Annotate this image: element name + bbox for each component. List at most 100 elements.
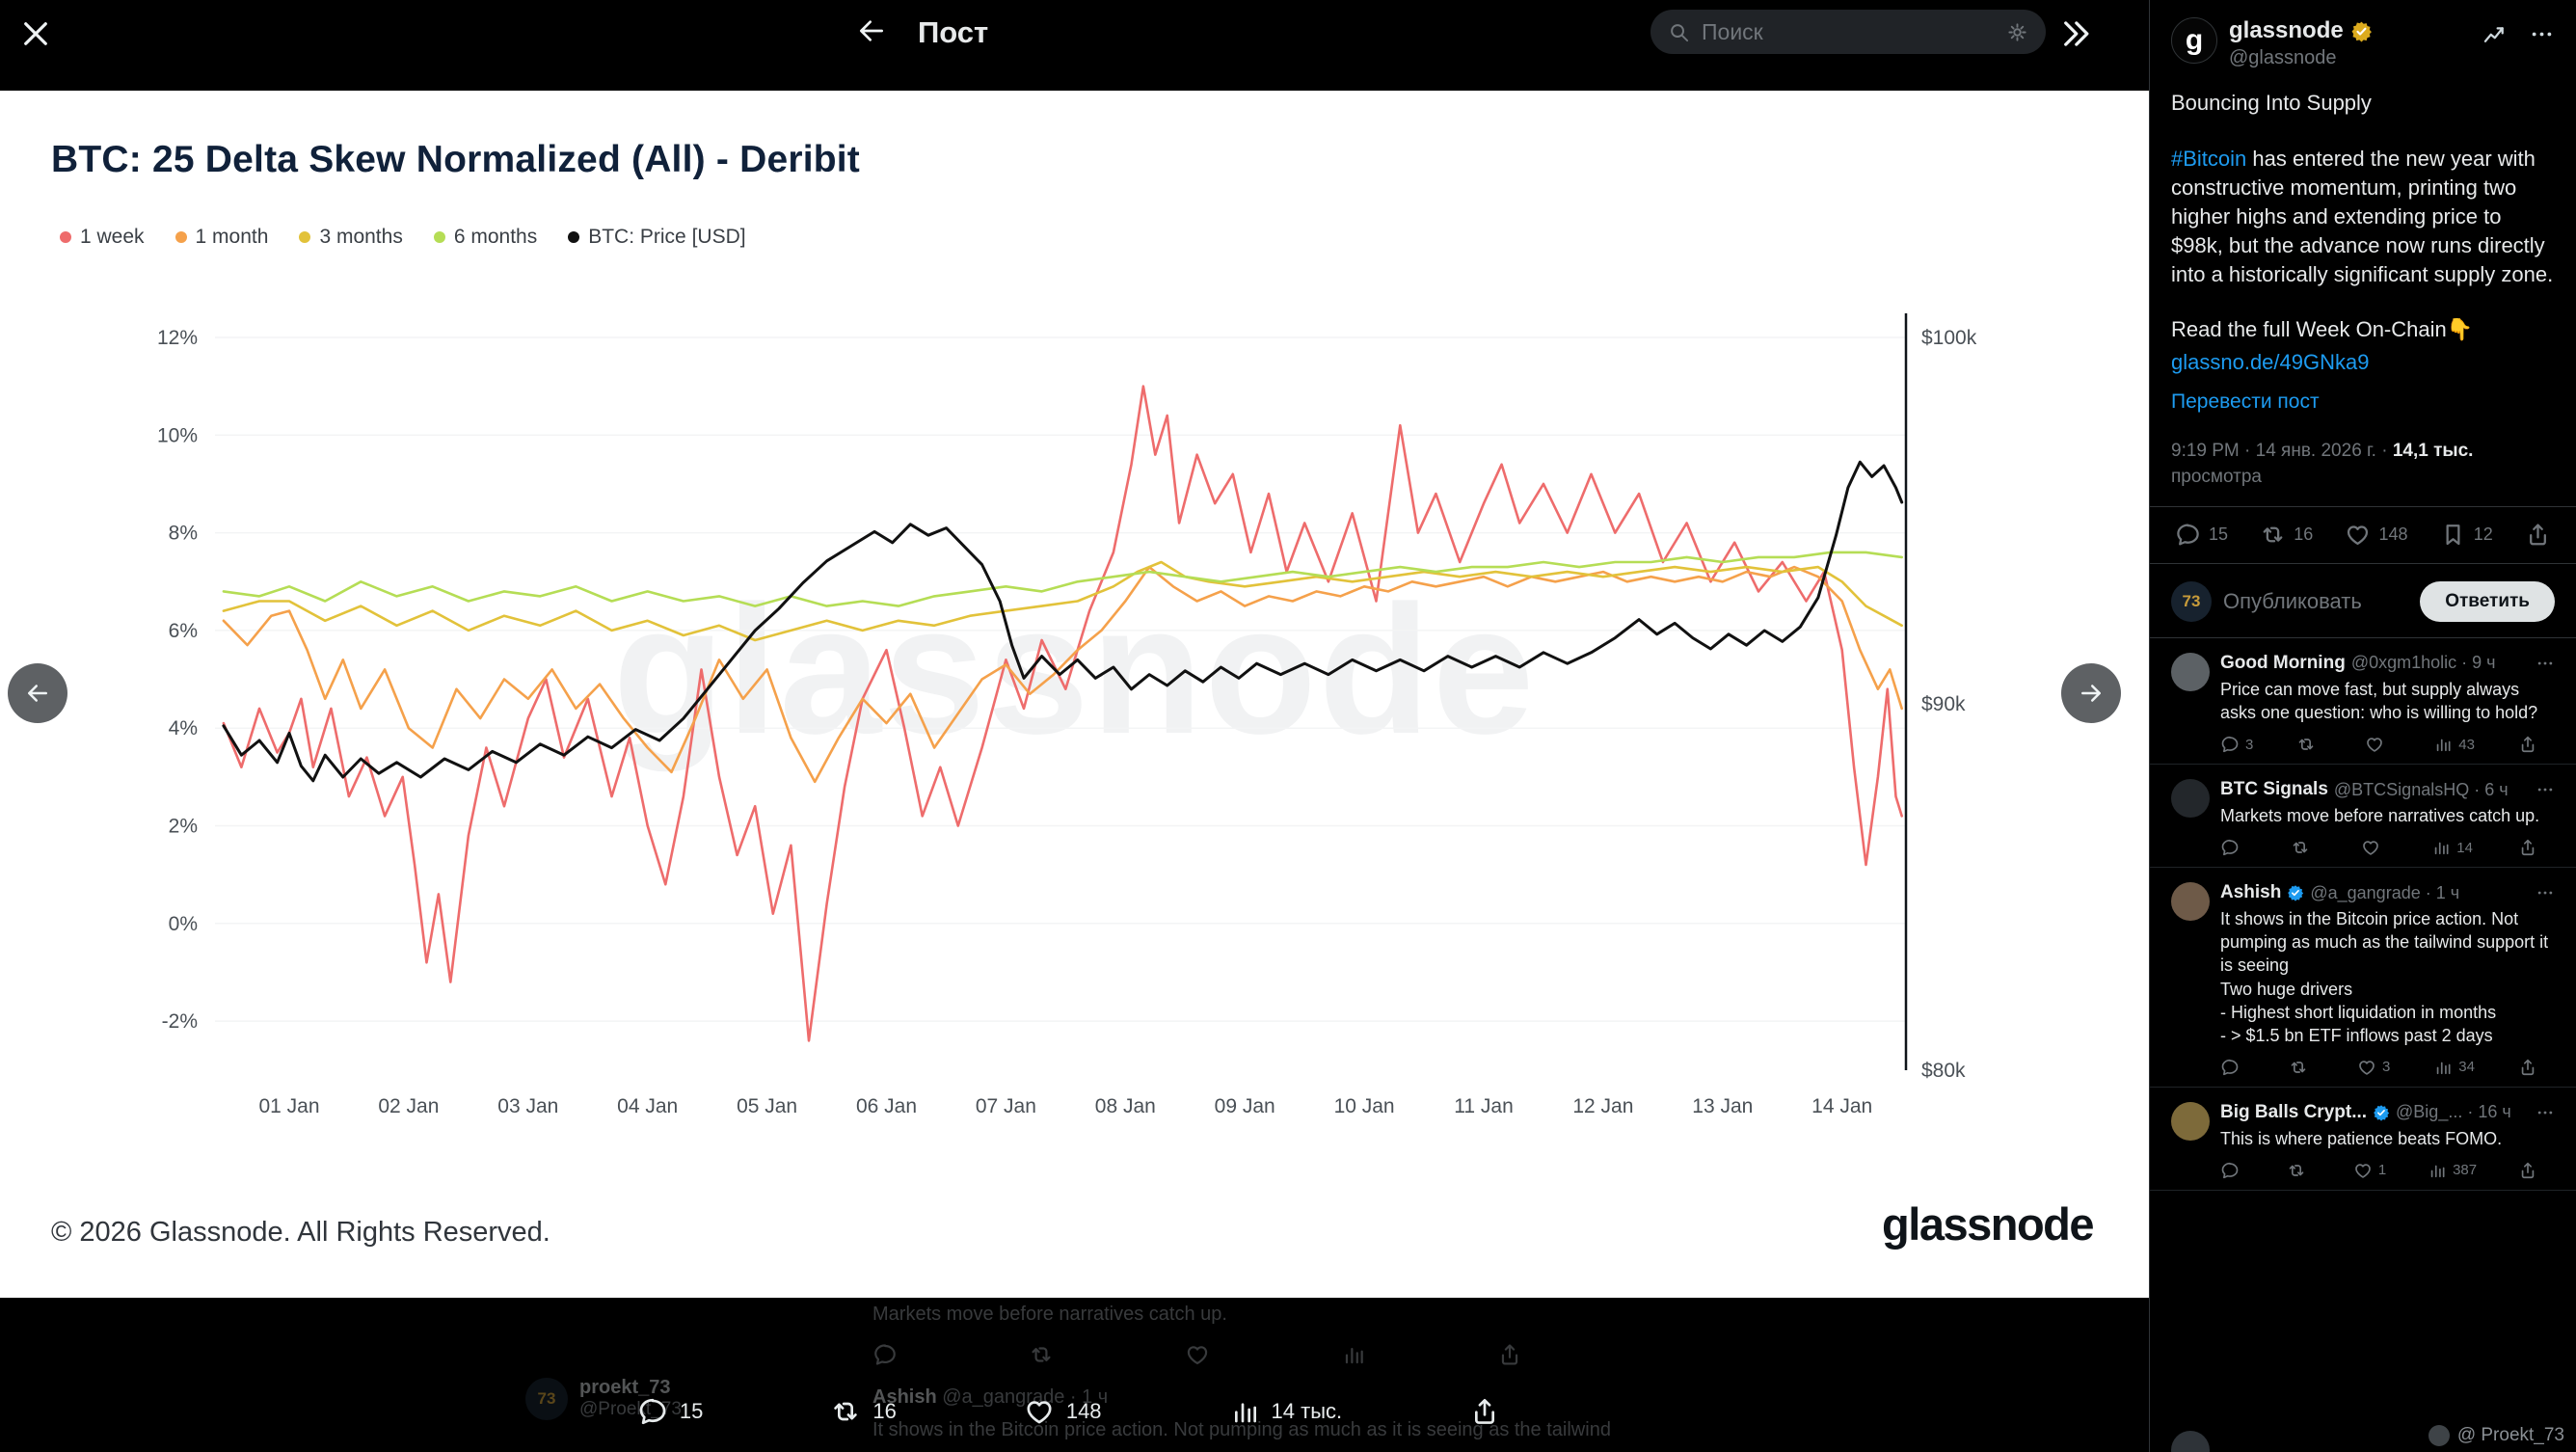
reply-author[interactable]: Good Morning <box>2220 652 2346 673</box>
chart-plot: 12% 10% 8% 6% 4% 2% 0% -2% $100k $90k $80k 01 Jan 02… <box>157 313 1977 1117</box>
avatar[interactable] <box>2171 652 2210 691</box>
chart-image[interactable]: glassnode 12% 10% 8% 6% 4% 2% 0% -2% $100k $90k $8… <box>0 91 2149 1298</box>
tweet-author[interactable]: glassnode <box>2229 17 2344 43</box>
like-button[interactable] <box>2365 735 2390 754</box>
tweet-line: Bouncing Into Supply <box>2171 91 2372 115</box>
views-button[interactable]: 43 <box>2433 735 2475 754</box>
repost-button[interactable] <box>2289 1058 2314 1077</box>
more-icon[interactable] <box>2536 1103 2555 1122</box>
svg-text:01 Jan: 01 Jan <box>258 1095 319 1117</box>
ghost-action-row <box>872 1342 1522 1367</box>
repost-button[interactable] <box>2296 735 2321 754</box>
reply-submit-button[interactable]: Ответить <box>2420 580 2555 622</box>
svg-text:11 Jan: 11 Jan <box>1454 1095 1514 1117</box>
reply-item[interactable]: Good Morning @0xgm1holic · 9 ч Price can m… <box>2150 638 2576 766</box>
analytics-icon[interactable] <box>2482 21 2508 47</box>
close-button[interactable] <box>17 15 54 52</box>
reply-action-bar: 1 387 <box>2220 1161 2555 1180</box>
reply-text: It shows in the Bitcoin price action. No… <box>2220 909 2549 1045</box>
search-icon <box>1668 21 1690 43</box>
views-button[interactable]: 34 <box>2433 1058 2475 1077</box>
repost-icon <box>1029 1342 1054 1367</box>
reply-item[interactable]: Big Balls Crypt... @Big_... · 16 ч This is… <box>2150 1088 2576 1191</box>
more-icon[interactable] <box>2536 780 2555 799</box>
legend-item[interactable]: 1 week <box>60 226 145 249</box>
reply-author[interactable]: Ashish <box>2220 882 2282 903</box>
avatar[interactable] <box>2171 779 2210 819</box>
compose-placeholder[interactable]: Опубликовать <box>2223 588 2362 613</box>
search-settings-icon[interactable] <box>2006 21 2028 43</box>
repost-button[interactable]: 16 <box>2260 522 2313 548</box>
like-button[interactable] <box>2361 838 2386 857</box>
replies-list: Good Morning @0xgm1holic · 9 ч Price can m… <box>2150 638 2576 1191</box>
svg-text:12%: 12% <box>157 327 198 349</box>
like-button[interactable]: 148 <box>2345 522 2408 548</box>
reply-item[interactable]: BTC Signals @BTCSignalsHQ · 6 ч Markets mo… <box>2150 765 2576 869</box>
tweet-handle[interactable]: @glassnode <box>2229 47 2337 68</box>
reply-handle[interactable]: @a_gangrade · 1 ч <box>2310 882 2460 902</box>
views-button[interactable]: 387 <box>2428 1161 2477 1180</box>
legend-swatch <box>60 231 71 243</box>
svg-text:2%: 2% <box>169 816 198 838</box>
chart-title: BTC: 25 Delta Skew Normalized (All) - De… <box>51 139 860 180</box>
views-button[interactable]: 14 тыс. <box>1229 1396 1342 1427</box>
reply-handle[interactable]: @Big_... · 16 ч <box>2396 1102 2511 1122</box>
share-button[interactable] <box>2518 838 2543 857</box>
reply-text: This is where patience beats FOMO. <box>2220 1128 2503 1148</box>
repost-button[interactable] <box>2287 1161 2312 1180</box>
like-button[interactable]: 3 <box>2357 1058 2390 1077</box>
translate-post-link[interactable]: Перевести пост <box>2171 390 2320 414</box>
chart-copyright: © 2026 Glassnode. All Rights Reserved. <box>51 1217 550 1248</box>
share-button[interactable] <box>2518 735 2543 754</box>
reply-button[interactable]: 15 <box>637 1396 703 1427</box>
verified-badge <box>2373 1104 2390 1121</box>
share-button[interactable] <box>2518 1161 2543 1180</box>
glassnode-avatar[interactable]: g <box>2171 17 2217 64</box>
reply-button[interactable] <box>2220 1161 2245 1180</box>
next-image-button[interactable] <box>2061 663 2121 723</box>
search-input[interactable]: Поиск <box>1650 10 2046 54</box>
svg-text:0%: 0% <box>169 913 198 935</box>
views-button[interactable]: 14 <box>2431 838 2473 857</box>
reply-author[interactable]: Big Balls Crypt... <box>2220 1101 2368 1122</box>
tweet-cta: Read the full Week On-Chain👇 <box>2171 317 2474 342</box>
hashtag-bitcoin-link[interactable]: #Bitcoin <box>2171 146 2247 171</box>
more-icon[interactable] <box>2536 883 2555 902</box>
article-link[interactable]: glassno.de/49GNka9 <box>2171 350 2370 375</box>
reply-compose[interactable]: 73 Опубликовать Ответить <box>2171 580 2555 622</box>
legend-item[interactable]: 6 months <box>433 226 537 249</box>
reply-button[interactable]: 15 <box>2175 522 2228 548</box>
share-button[interactable] <box>2525 522 2551 548</box>
back-icon[interactable] <box>856 15 887 46</box>
previous-image-button[interactable] <box>8 663 67 723</box>
avatar[interactable] <box>2171 1101 2210 1141</box>
more-icon[interactable] <box>2529 21 2555 47</box>
repost-button[interactable] <box>2291 838 2316 857</box>
tweet-action-bar: 15 16 148 12 <box>2171 522 2555 548</box>
avatar[interactable] <box>2171 882 2210 922</box>
reply-button[interactable]: 3 <box>2220 735 2253 754</box>
reply-button[interactable] <box>2220 1058 2245 1077</box>
reply-item[interactable]: Ashish @a_gangrade · 1 ч It shows in the B… <box>2150 868 2576 1088</box>
reply-handle[interactable]: @0xgm1holic · 9 ч <box>2350 653 2496 673</box>
reply-text: Price can move fast, but supply always a… <box>2220 679 2538 722</box>
legend-item[interactable]: 3 months <box>299 226 403 249</box>
bookmark-button[interactable]: 12 <box>2440 522 2493 548</box>
legend-item[interactable]: 1 month <box>174 226 268 249</box>
hide-panel-button[interactable] <box>2057 15 2094 52</box>
more-icon[interactable] <box>2536 654 2555 673</box>
reply-handle[interactable]: @BTCSignalsHQ · 6 ч <box>2333 779 2509 799</box>
reply-author[interactable]: BTC Signals <box>2220 779 2328 800</box>
svg-text:6%: 6% <box>169 620 198 642</box>
repost-button[interactable]: 16 <box>830 1396 897 1427</box>
reply-action-bar: 3 34 <box>2220 1058 2555 1077</box>
like-button[interactable]: 1 <box>2353 1161 2386 1180</box>
share-button[interactable] <box>2518 1058 2543 1077</box>
like-button[interactable]: 148 <box>1024 1396 1102 1427</box>
ghost-user-name: proekt_73 <box>579 1377 671 1398</box>
watermark-credit: @ Proekt_73 <box>2428 1425 2564 1446</box>
share-button[interactable] <box>1469 1396 1512 1427</box>
reply-button[interactable] <box>2220 838 2245 857</box>
legend-item[interactable]: BTC: Price [USD] <box>568 226 746 249</box>
tweet-header: g glassnode @glassnode <box>2171 17 2555 69</box>
